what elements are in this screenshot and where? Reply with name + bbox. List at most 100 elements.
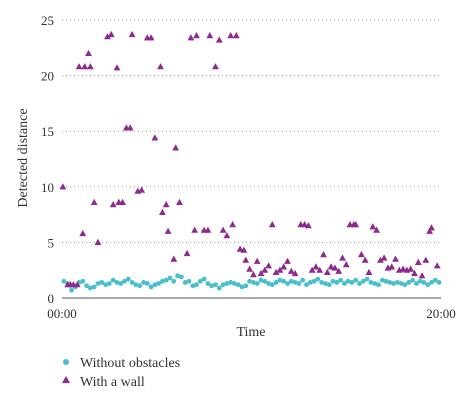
point-with-a-wall — [119, 198, 126, 205]
point-without-obstacles — [372, 281, 378, 286]
point-with-a-wall — [75, 63, 83, 70]
y-tick-label: 5 — [48, 235, 55, 250]
point-without-obstacles — [224, 281, 230, 286]
point-with-a-wall — [316, 266, 324, 273]
point-without-obstacles — [137, 283, 143, 289]
point-without-obstacles — [311, 278, 317, 284]
series-with-a-wall — [59, 30, 441, 288]
point-without-obstacles — [107, 281, 112, 286]
point-with-a-wall — [352, 221, 360, 228]
point-without-obstacles — [235, 282, 241, 288]
point-without-obstacles — [285, 281, 290, 286]
point-without-obstacles — [387, 280, 393, 285]
point-with-a-wall — [187, 34, 195, 41]
point-with-a-wall — [204, 226, 212, 233]
y-tick-label: 10 — [41, 180, 54, 195]
point-with-a-wall — [94, 238, 102, 245]
point-without-obstacles — [360, 278, 366, 284]
point-without-obstacles — [190, 283, 196, 289]
x-tick-label-start: 00:00 — [47, 306, 77, 321]
point-with-a-wall — [272, 268, 280, 275]
point-without-obstacles — [99, 280, 105, 285]
point-with-a-wall — [227, 32, 235, 39]
point-with-a-wall — [365, 268, 373, 275]
point-with-a-wall — [128, 30, 136, 38]
point-with-a-wall — [268, 221, 276, 228]
point-with-a-wall — [87, 63, 94, 70]
point-without-obstacles — [152, 282, 158, 288]
point-with-a-wall — [388, 263, 396, 270]
point-without-obstacles — [171, 278, 177, 284]
point-with-a-wall — [261, 266, 269, 273]
point-with-a-wall — [176, 198, 183, 205]
point-without-obstacles — [425, 282, 431, 288]
point-without-obstacles — [319, 280, 324, 285]
point-with-a-wall — [73, 281, 81, 288]
point-with-a-wall — [229, 221, 236, 228]
point-without-obstacles — [379, 277, 385, 283]
point-without-obstacles — [262, 278, 268, 284]
point-without-obstacles — [194, 282, 199, 288]
point-with-a-wall — [206, 32, 214, 39]
point-with-a-wall — [411, 269, 418, 277]
point-without-obstacles — [160, 278, 165, 284]
point-with-a-wall — [85, 49, 92, 56]
legend-label-with-a-wall: With a wall — [80, 375, 145, 390]
legend-triangle-marker — [62, 376, 70, 383]
point-with-a-wall — [358, 251, 365, 258]
point-without-obstacles — [91, 284, 97, 290]
point-without-obstacles — [239, 284, 245, 290]
point-without-obstacles — [398, 281, 404, 286]
point-without-obstacles — [247, 278, 253, 284]
point-with-a-wall — [323, 268, 331, 275]
point-with-a-wall — [183, 249, 191, 257]
point-without-obstacles — [391, 281, 396, 286]
y-tick-label: 0 — [48, 291, 55, 306]
point-without-obstacles — [216, 285, 222, 291]
point-with-a-wall — [191, 226, 199, 233]
point-with-a-wall — [126, 124, 134, 131]
point-with-a-wall — [253, 257, 261, 264]
point-without-obstacles — [129, 280, 135, 285]
x-tick-labels: 00:00 20:00 — [47, 306, 456, 321]
point-without-obstacles — [141, 280, 146, 285]
point-without-obstacles — [406, 280, 412, 285]
point-without-obstacles — [122, 278, 127, 284]
point-with-a-wall — [276, 266, 284, 273]
point-without-obstacles — [357, 281, 362, 286]
point-with-a-wall — [170, 255, 178, 262]
point-without-obstacles — [281, 278, 287, 284]
point-with-a-wall — [380, 254, 388, 261]
point-with-a-wall — [104, 33, 111, 40]
point-with-a-wall — [138, 186, 145, 193]
point-with-a-wall — [320, 251, 327, 258]
point-with-a-wall — [162, 201, 170, 208]
point-with-a-wall — [240, 246, 248, 253]
point-without-obstacles — [133, 282, 139, 288]
point-without-obstacles — [110, 277, 116, 283]
point-without-obstacles — [125, 276, 131, 282]
point-with-a-wall — [265, 262, 272, 269]
point-without-obstacles — [220, 282, 226, 288]
point-without-obstacles — [103, 282, 108, 288]
point-without-obstacles — [383, 278, 389, 284]
point-with-a-wall — [369, 223, 377, 230]
point-with-a-wall — [342, 261, 350, 268]
point-without-obstacles — [315, 276, 321, 282]
point-without-obstacles — [376, 282, 381, 288]
point-without-obstacles — [292, 280, 298, 285]
point-with-a-wall — [287, 267, 295, 274]
point-without-obstacles — [402, 282, 408, 288]
point-without-obstacles — [395, 280, 400, 285]
point-without-obstacles — [277, 277, 283, 283]
data-points — [59, 30, 442, 293]
point-with-a-wall — [109, 201, 117, 208]
point-without-obstacles — [186, 278, 192, 284]
point-with-a-wall — [312, 263, 320, 270]
point-with-a-wall — [399, 265, 407, 272]
x-tick-label-end: 20:00 — [426, 306, 456, 321]
point-with-a-wall — [331, 264, 339, 271]
point-without-obstacles — [243, 283, 249, 289]
point-without-obstacles — [69, 287, 74, 293]
point-without-obstacles — [436, 280, 442, 285]
